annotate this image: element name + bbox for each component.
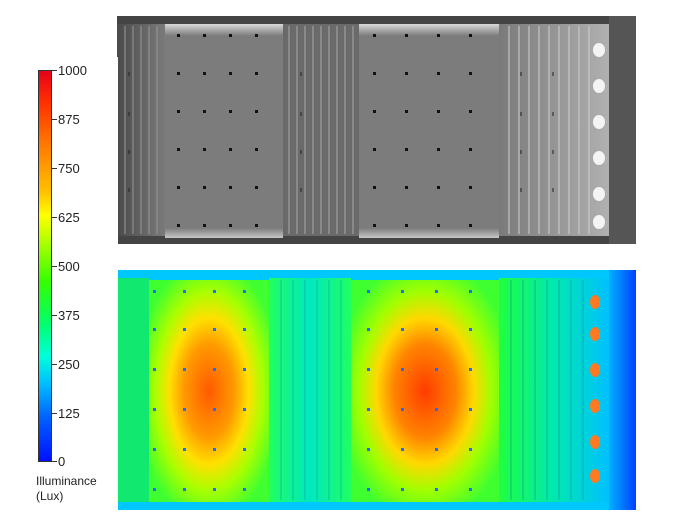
illuminance-colorbar <box>38 70 52 462</box>
tick-mark-500 <box>52 266 57 267</box>
tick-mark-625 <box>52 217 57 218</box>
grayscale-room-image <box>117 16 636 244</box>
grayscale-room-render <box>117 16 636 244</box>
tick-mark-0 <box>52 461 57 462</box>
legend-title-quantity: Illuminance <box>36 474 97 488</box>
tick-label-0: 0 <box>58 454 66 469</box>
tick-label-125: 125 <box>58 406 80 421</box>
tick-label-250: 250 <box>58 357 80 372</box>
tick-mark-375 <box>52 315 57 316</box>
tick-label-375: 375 <box>58 308 80 323</box>
tick-label-625: 625 <box>58 210 80 225</box>
tick-label-1000: 1000 <box>58 63 87 78</box>
illuminance-false-color-render <box>117 270 636 510</box>
illuminance-heatmap-image <box>117 270 636 510</box>
legend-title-unit: (Lux) <box>36 489 64 503</box>
tick-label-875: 875 <box>58 112 80 127</box>
tick-mark-250 <box>52 364 57 365</box>
tick-mark-1000 <box>52 70 57 71</box>
tick-mark-875 <box>52 119 57 120</box>
tick-mark-125 <box>52 413 57 414</box>
tick-label-750: 750 <box>58 161 80 176</box>
legend-title: Illuminance (Lux) <box>36 474 116 504</box>
tick-mark-750 <box>52 168 57 169</box>
tick-label-500: 500 <box>58 259 80 274</box>
